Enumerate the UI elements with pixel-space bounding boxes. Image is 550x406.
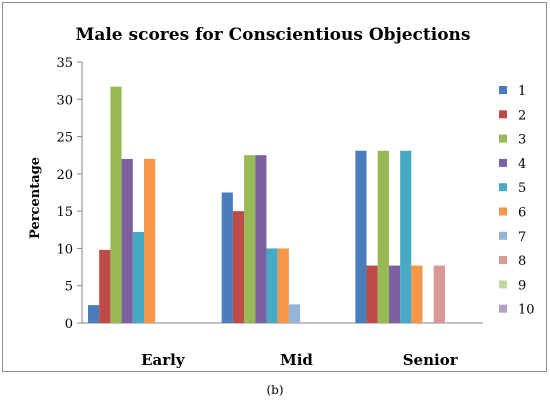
legend-label-7: 7 <box>518 230 526 245</box>
legend-swatch-7 <box>499 231 507 240</box>
bar-senior-series-1 <box>355 150 367 323</box>
legend-label-8: 8 <box>518 254 526 269</box>
y-tick-label: 35 <box>56 56 73 71</box>
legend-label-4: 4 <box>518 157 526 172</box>
bar-senior-series-5 <box>400 150 412 323</box>
bar-senior-series-3 <box>377 150 389 323</box>
bar-mid-series-7 <box>288 304 301 323</box>
legend-label-2: 2 <box>518 108 526 123</box>
y-tick-label: 0 <box>65 317 73 332</box>
bar-mid-series-6 <box>277 248 289 323</box>
legend-swatch-2 <box>499 110 507 119</box>
legend-label-10: 10 <box>518 303 535 318</box>
bar-early-series-1 <box>88 305 100 323</box>
legend-swatch-6 <box>499 207 507 216</box>
legend-swatch-3 <box>499 134 507 143</box>
bar-early-series-4 <box>121 158 133 323</box>
legend: 1 2 3 4 5 6 7 8 9 10 <box>499 84 535 318</box>
bar-mid-series-1 <box>221 192 233 323</box>
bar-early-series-3 <box>110 86 122 323</box>
y-tick-label: 30 <box>56 93 73 108</box>
bar-early-series-6 <box>144 158 156 323</box>
legend-label-5: 5 <box>518 181 526 196</box>
y-axis-label: Percentage <box>28 157 43 239</box>
legend-swatch-8 <box>499 256 507 265</box>
y-tick-label: 10 <box>56 242 73 257</box>
legend-label-3: 3 <box>518 133 526 148</box>
bar-mid-series-4 <box>255 155 267 323</box>
legend-swatch-4 <box>499 158 507 167</box>
bar-senior-series-4 <box>388 265 401 323</box>
x-category-label: Early <box>141 351 186 369</box>
bar-early-series-5 <box>132 232 144 323</box>
bar-senior-series-8 <box>433 265 445 323</box>
bar-mid-series-5 <box>266 248 278 323</box>
y-axis-ticks: 0 5 10 15 20 25 30 35 <box>56 56 82 332</box>
bar-chart: Male scores for Conscientious Objections… <box>28 25 535 369</box>
legend-swatch-1 <box>499 86 507 94</box>
x-axis-labels: Early Mid Senior <box>141 351 459 369</box>
legend-swatch-10 <box>499 304 507 313</box>
legend-label-1: 1 <box>518 84 526 99</box>
figure-caption: (b) <box>266 383 284 397</box>
bar-mid-series-3 <box>244 155 256 323</box>
legend-swatch-5 <box>499 183 507 192</box>
y-tick-label: 25 <box>56 131 73 146</box>
x-category-label: Senior <box>403 351 459 369</box>
chart-frame: Male scores for Conscientious Objections… <box>2 2 547 372</box>
bar-early-series-2 <box>99 249 111 323</box>
bar-mid-series-2 <box>232 211 245 323</box>
y-tick-label: 15 <box>56 205 73 220</box>
bars <box>88 86 445 323</box>
y-tick-label: 5 <box>65 280 73 295</box>
legend-label-6: 6 <box>518 206 526 221</box>
legend-label-9: 9 <box>518 278 526 293</box>
bar-senior-series-6 <box>411 265 423 323</box>
y-tick-label: 20 <box>56 168 73 183</box>
chart-title: Male scores for Conscientious Objections <box>76 25 471 45</box>
legend-swatch-9 <box>499 280 507 289</box>
bar-senior-series-2 <box>366 265 378 323</box>
x-category-label: Mid <box>280 351 313 369</box>
